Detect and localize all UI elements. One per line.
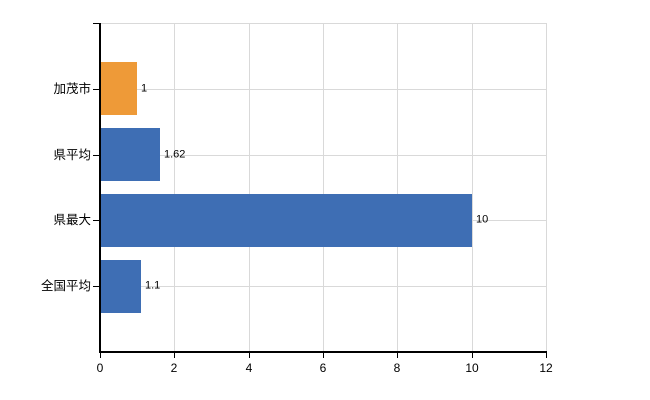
horizontal-gridline (100, 155, 546, 156)
x-tick-label: 0 (96, 361, 104, 375)
bar-全国平均 (100, 260, 141, 313)
x-axis-tick (323, 352, 324, 358)
x-tick-label: 10 (465, 361, 479, 375)
bar-value-label: 10 (476, 213, 489, 226)
y-axis-tick (93, 220, 99, 221)
vertical-gridline (248, 23, 250, 352)
x-tick-label: 6 (319, 361, 327, 375)
x-axis-tick (100, 352, 101, 358)
bar-value-label: 1 (141, 82, 148, 95)
category-label-加茂市: 加茂市 (53, 82, 91, 96)
category-label-県最大: 県最大 (53, 213, 91, 227)
y-axis-tick (93, 89, 99, 90)
vertical-gridline (397, 23, 399, 352)
plot-top-border (100, 23, 546, 24)
x-axis-tick (174, 352, 175, 358)
x-axis-tick (472, 352, 473, 358)
vertical-gridline (323, 23, 324, 352)
y-axis-tick (93, 155, 99, 156)
bar-value-label: 1.1 (145, 279, 161, 292)
y-axis-top-tick (93, 23, 99, 24)
x-tick-label: 8 (393, 361, 401, 375)
vertical-gridline (546, 23, 547, 352)
horizontal-gridline (100, 286, 546, 287)
bar-県平均 (100, 128, 160, 181)
y-axis-tick (93, 286, 99, 287)
bar-県最大 (100, 194, 472, 247)
vertical-gridline (471, 23, 473, 352)
x-axis-tick (546, 352, 547, 358)
x-tick-label: 4 (245, 361, 253, 375)
x-tick-label: 12 (539, 361, 553, 375)
category-label-県平均: 県平均 (53, 148, 91, 162)
bar-加茂市 (100, 62, 137, 115)
x-tick-label: 2 (170, 361, 178, 375)
x-axis-tick (397, 352, 398, 358)
category-label-全国平均: 全国平均 (40, 279, 91, 293)
horizontal-gridline (100, 89, 546, 90)
x-axis-tick (249, 352, 250, 358)
y-axis-line (99, 23, 101, 353)
vertical-gridline (174, 23, 176, 352)
bar-value-label: 1.62 (164, 148, 186, 161)
